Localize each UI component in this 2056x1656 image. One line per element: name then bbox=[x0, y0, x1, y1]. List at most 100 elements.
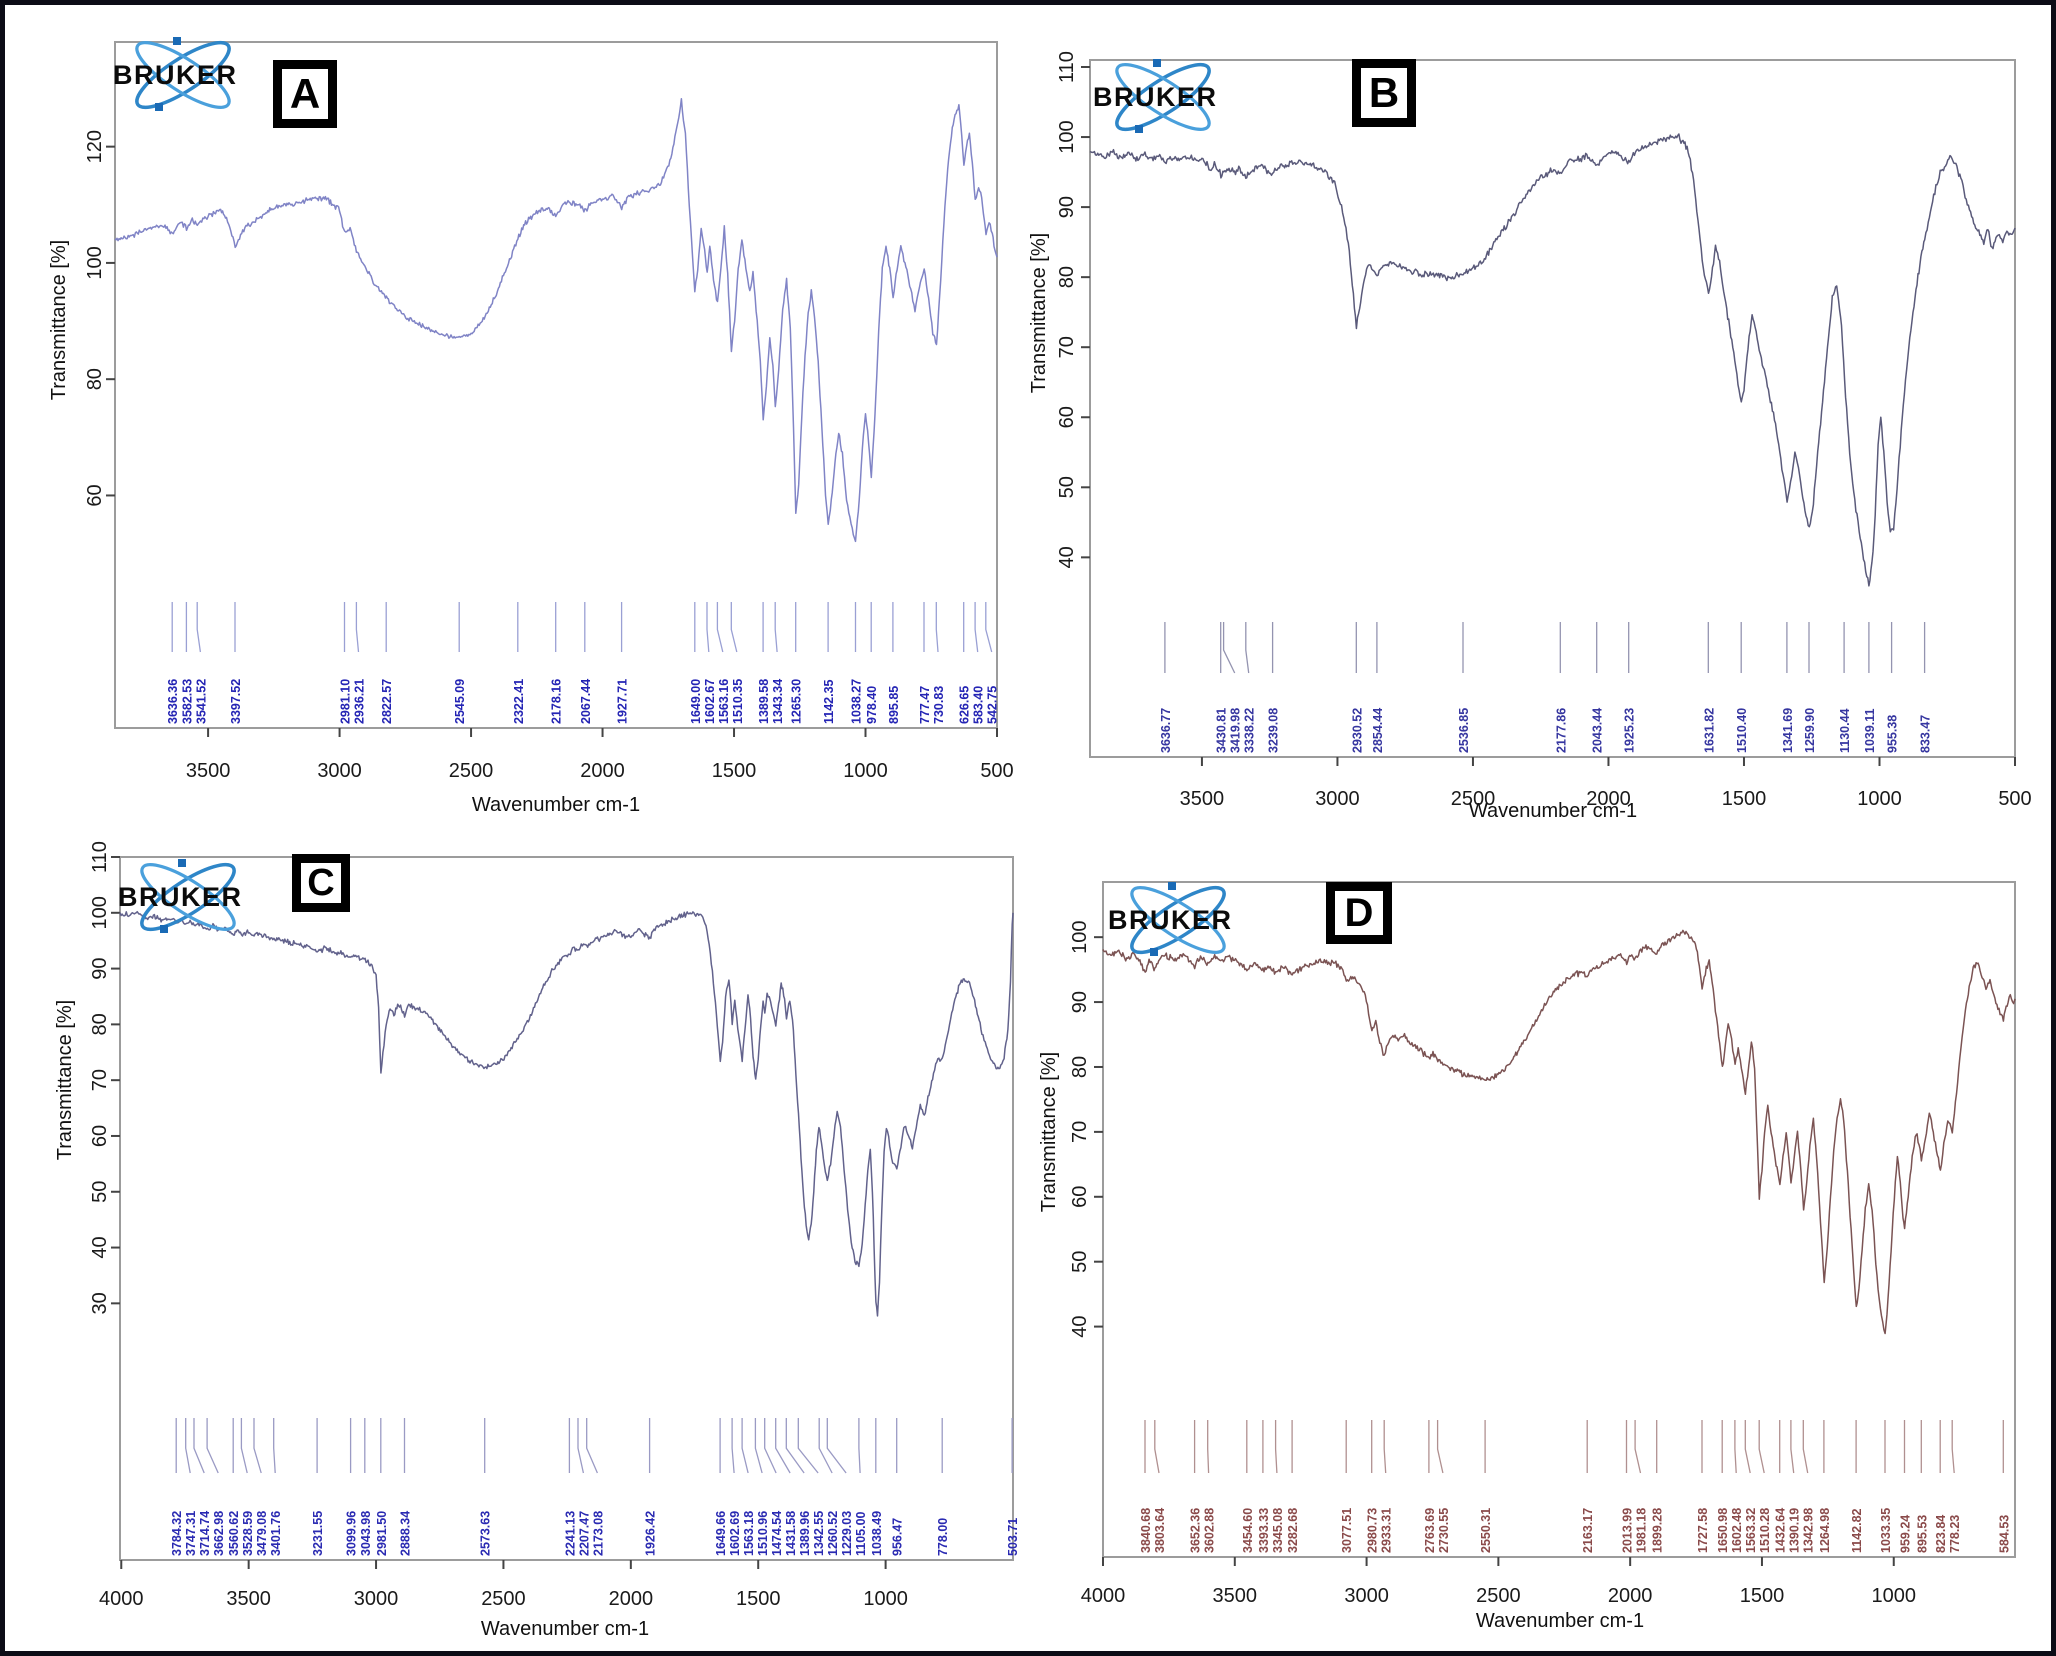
peak-label: 2936.21 bbox=[353, 679, 367, 724]
peak-label: 1649.00 bbox=[689, 679, 703, 724]
panel-C: 4000 3500 3000 2500 2000 1500 1000 30 40 50 60 70 80… bbox=[54, 841, 1020, 1640]
peak-marker bbox=[706, 602, 710, 653]
y-tick-label: 80 bbox=[84, 368, 106, 390]
peak-label: 1631.82 bbox=[1702, 708, 1716, 753]
peak-marker bbox=[935, 602, 939, 653]
peak-marker bbox=[1758, 1420, 1765, 1474]
peak-label: 3803.64 bbox=[1153, 1508, 1167, 1553]
x-tick-label: 1000 bbox=[1872, 1585, 1917, 1607]
y-tick-label: 40 bbox=[1056, 546, 1078, 568]
peak-marker bbox=[577, 1418, 585, 1474]
peak-label: 1927.71 bbox=[616, 679, 630, 724]
peak-label: 2067.44 bbox=[579, 679, 593, 724]
peak-label: 2536.85 bbox=[1457, 708, 1471, 753]
y-tick-label: 60 bbox=[84, 484, 106, 506]
peak-label: 955.38 bbox=[1886, 715, 1900, 753]
peak-marker bbox=[1436, 1420, 1444, 1474]
y-axis-title: Transmittance [%] bbox=[48, 240, 70, 400]
peak-marker bbox=[774, 602, 778, 653]
peak-label: 2980.73 bbox=[1366, 1508, 1380, 1553]
y-tick-label: 40 bbox=[89, 1236, 111, 1258]
logo-swirl-icon bbox=[1130, 885, 1226, 955]
x-tick-label: 4000 bbox=[99, 1588, 144, 1610]
spectrum-curve bbox=[119, 910, 1014, 1317]
peak-label: 3345.08 bbox=[1271, 1508, 1285, 1553]
logo-node-icon bbox=[1153, 59, 1161, 67]
peak-marker bbox=[193, 1418, 205, 1474]
peak-label: 1563.18 bbox=[742, 1511, 756, 1556]
peak-label: 3636.36 bbox=[166, 679, 180, 724]
x-tick-label: 3000 bbox=[354, 1588, 399, 1610]
peak-label: 2163.17 bbox=[1581, 1508, 1595, 1553]
peak-label: 1259.90 bbox=[1803, 708, 1817, 753]
peak-marker bbox=[206, 1418, 219, 1474]
peak-label: 1563.32 bbox=[1744, 1508, 1758, 1553]
peak-label: 2573.63 bbox=[479, 1511, 493, 1556]
peak-label: 3541.52 bbox=[194, 679, 208, 724]
peak-marker bbox=[185, 1418, 191, 1474]
x-axis-title: Wavenumber cm-1 bbox=[1469, 800, 1637, 822]
peak-label: 2241.13 bbox=[563, 1511, 577, 1556]
peak-label: 542.75 bbox=[986, 686, 1000, 724]
x-tick-label: 1500 bbox=[712, 760, 757, 782]
peak-marker bbox=[1734, 1420, 1737, 1474]
peak-label: 1510.40 bbox=[1735, 708, 1749, 753]
y-tick-label: 70 bbox=[1056, 336, 1078, 358]
peak-label: 1650.98 bbox=[1716, 1508, 1730, 1553]
peak-label: 1342.98 bbox=[1802, 1508, 1816, 1553]
brand-text: BRUKER bbox=[113, 60, 238, 90]
peak-label: 3528.59 bbox=[241, 1511, 255, 1556]
peak-label: 503.71 bbox=[1006, 1518, 1020, 1556]
logo-node-icon bbox=[178, 859, 186, 867]
y-tick-label: 110 bbox=[1056, 51, 1078, 83]
y-tick-label: 80 bbox=[1069, 1056, 1091, 1078]
peak-label: 3231.55 bbox=[311, 1511, 325, 1556]
peak-label: 1981.18 bbox=[1634, 1508, 1648, 1553]
peak-label: 1038.49 bbox=[870, 1511, 884, 1556]
x-tick-label: 3500 bbox=[1213, 1585, 1258, 1607]
logo-swirl-icon bbox=[1115, 62, 1211, 132]
peak-label: 730.83 bbox=[932, 686, 946, 724]
spectrum-curve bbox=[114, 97, 998, 543]
y-tick-label: 50 bbox=[1069, 1251, 1091, 1273]
peak-label: 2930.52 bbox=[1350, 708, 1364, 753]
peak-label: 3714.74 bbox=[198, 1511, 212, 1556]
logo-swirl-icon bbox=[135, 41, 231, 109]
peak-marker bbox=[586, 1418, 598, 1474]
peak-label: 3338.22 bbox=[1243, 708, 1257, 753]
panel-D: 4000 3500 3000 2500 2000 1500 1000 40 50 60 70 80 90… bbox=[1038, 881, 2016, 1632]
logo-swirl-icon bbox=[1130, 886, 1226, 954]
peak-label: 2981.10 bbox=[339, 679, 353, 724]
peak-label: 1602.67 bbox=[703, 679, 717, 724]
x-tick-label: 2000 bbox=[1608, 1585, 1653, 1607]
y-tick-label: 90 bbox=[89, 957, 111, 979]
peak-label: 2933.31 bbox=[1380, 1508, 1394, 1553]
peak-label: 584.53 bbox=[1997, 1515, 2011, 1553]
peak-label: 2178.16 bbox=[550, 679, 564, 724]
peak-marker bbox=[1790, 1420, 1795, 1474]
peak-marker bbox=[196, 602, 202, 653]
peak-label: 2854.44 bbox=[1371, 708, 1385, 753]
peak-marker bbox=[1245, 622, 1250, 674]
plot-frame bbox=[119, 856, 1014, 1561]
spectrum-curve bbox=[1089, 133, 2016, 587]
y-tick-label: 110 bbox=[89, 841, 111, 873]
peak-marker bbox=[731, 1418, 735, 1474]
peak-label: 3560.62 bbox=[227, 1511, 241, 1556]
peak-label: 3430.81 bbox=[1215, 708, 1229, 753]
plot-frame bbox=[114, 41, 998, 729]
x-tick-label: 3000 bbox=[1344, 1585, 1389, 1607]
peak-label: 2763.69 bbox=[1423, 1508, 1437, 1553]
x-tick-label: 1500 bbox=[1722, 788, 1767, 810]
x-tick-label: 1000 bbox=[1857, 788, 1902, 810]
peak-label: 1342.55 bbox=[812, 1511, 826, 1556]
peak-marker bbox=[797, 1418, 819, 1474]
x-tick-label: 3500 bbox=[226, 1588, 271, 1610]
peak-label: 2177.86 bbox=[1554, 708, 1568, 753]
y-tick-label: 100 bbox=[84, 246, 106, 279]
peak-label: 3393.33 bbox=[1257, 1508, 1271, 1553]
peak-label: 3099.96 bbox=[345, 1511, 359, 1556]
bruker-logo: BRUKER bbox=[113, 37, 238, 111]
peak-label: 777.47 bbox=[918, 686, 932, 724]
logo-node-icon bbox=[160, 925, 168, 933]
